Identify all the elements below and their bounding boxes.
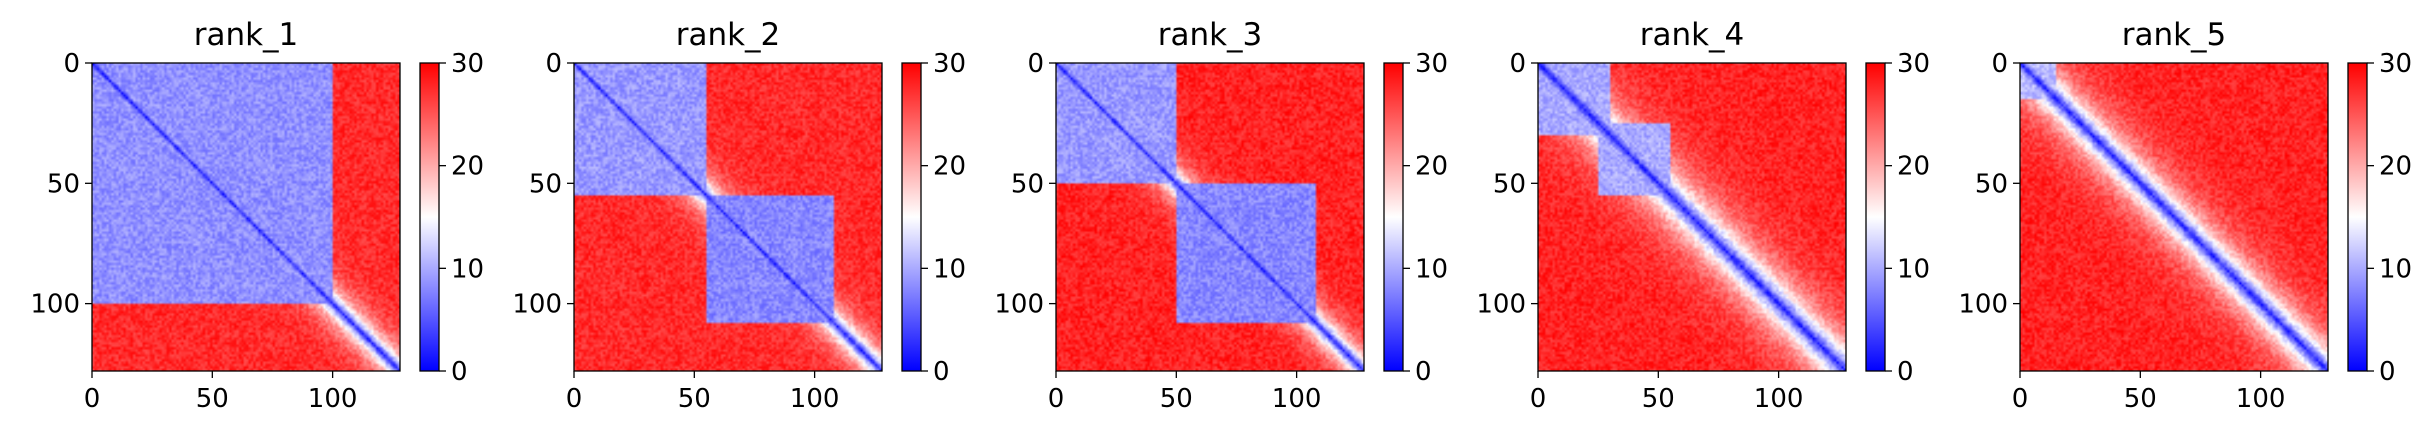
x-tick-label: 0	[84, 384, 101, 414]
colorbar-tick-label: 20	[2379, 152, 2412, 182]
heatmap-panel-1: rank_1 0 50 100 0 50 100 0 10 20 30	[30, 17, 484, 414]
x-tick-label: 0	[566, 384, 583, 414]
colorbar-tick-label: 30	[933, 49, 966, 79]
x-tick-label: 50	[678, 384, 711, 414]
heatmap-image	[2020, 63, 2328, 371]
x-tick-label: 50	[2124, 384, 2157, 414]
y-tick-label: 100	[1476, 290, 1526, 320]
x-tick-label: 100	[1272, 384, 1322, 414]
x-tick-label: 50	[1642, 384, 1675, 414]
y-tick-label: 100	[30, 290, 80, 320]
colorbar-tick-label: 30	[451, 49, 484, 79]
x-tick-label: 50	[196, 384, 229, 414]
y-tick-label: 50	[1975, 169, 2008, 199]
x-tick-label: 0	[2012, 384, 2029, 414]
heatmap-panel-3: rank_3 0 50 100 0 50 100 0 10 20 30	[994, 17, 1448, 414]
colorbar-tick-label: 0	[451, 357, 468, 387]
heatmap-image	[1538, 63, 1846, 371]
colorbar-tick-label: 0	[933, 357, 950, 387]
colorbar	[1866, 63, 1885, 371]
chart-title: rank_4	[1640, 17, 1745, 53]
y-tick-label: 50	[47, 169, 80, 199]
plot-frame	[1537, 62, 1847, 372]
colorbar-frame	[419, 62, 440, 372]
x-tick-label: 50	[1160, 384, 1193, 414]
y-tick-label: 50	[1493, 169, 1526, 199]
y-tick-label: 0	[1509, 49, 1526, 79]
heatmap-panel-5: rank_5 0 50 100 0 50 100 0 10 20 30	[1958, 17, 2412, 414]
y-tick-label: 0	[1027, 49, 1044, 79]
y-tick-label: 50	[1011, 169, 1044, 199]
y-tick-label: 0	[1991, 49, 2008, 79]
colorbar-tick-label: 10	[2379, 254, 2412, 284]
colorbar-tick-label: 20	[451, 152, 484, 182]
chart-title: rank_3	[1158, 17, 1263, 53]
y-tick-label: 50	[529, 169, 562, 199]
colorbar-tick-label: 30	[2379, 49, 2412, 79]
chart-title: rank_1	[194, 17, 299, 53]
colorbar-tick-label: 20	[1415, 152, 1448, 182]
chart-title: rank_2	[676, 17, 781, 53]
colorbar	[1384, 63, 1403, 371]
colorbar-tick-label: 0	[1897, 357, 1914, 387]
x-tick-label: 100	[790, 384, 840, 414]
y-tick-label: 100	[994, 290, 1044, 320]
colorbar-frame	[901, 62, 922, 372]
y-tick-label: 0	[63, 49, 80, 79]
x-tick-label: 0	[1048, 384, 1065, 414]
colorbar-tick-label: 20	[1897, 152, 1930, 182]
heatmap-image	[1056, 63, 1364, 371]
colorbar-tick-label: 10	[451, 254, 484, 284]
x-tick-label: 100	[1754, 384, 1804, 414]
y-tick-label: 100	[512, 290, 562, 320]
colorbar-tick-label: 20	[933, 152, 966, 182]
colorbar-tick-label: 30	[1415, 49, 1448, 79]
plot-frame	[1055, 62, 1365, 372]
colorbar-tick-label: 10	[1897, 254, 1930, 284]
colorbar-tick-label: 0	[1415, 357, 1432, 387]
heatmap-image	[574, 63, 882, 371]
y-tick-label: 100	[1958, 290, 2008, 320]
colorbar-frame	[1383, 62, 1404, 372]
colorbar-tick-label: 0	[2379, 357, 2396, 387]
colorbar-tick-label: 30	[1897, 49, 1930, 79]
colorbar	[420, 63, 439, 371]
heatmap-image	[92, 63, 400, 371]
x-tick-label: 0	[1530, 384, 1547, 414]
chart-title: rank_5	[2122, 17, 2227, 53]
colorbar	[902, 63, 921, 371]
colorbar-frame	[2347, 62, 2368, 372]
plot-frame	[573, 62, 883, 372]
plot-frame	[2019, 62, 2329, 372]
heatmap-panel-4: rank_4 0 50 100 0 50 100 0 10 20 30	[1476, 17, 1930, 414]
heatmap-panel-2: rank_2 0 50 100 0 50 100 0 10 20 30	[512, 17, 966, 414]
colorbar-tick-label: 10	[1415, 254, 1448, 284]
colorbar	[2348, 63, 2367, 371]
colorbar-frame	[1865, 62, 1886, 372]
x-tick-label: 100	[2236, 384, 2286, 414]
colorbar-tick-label: 10	[933, 254, 966, 284]
y-tick-label: 0	[545, 49, 562, 79]
plot-frame	[91, 62, 401, 372]
x-tick-label: 100	[308, 384, 358, 414]
